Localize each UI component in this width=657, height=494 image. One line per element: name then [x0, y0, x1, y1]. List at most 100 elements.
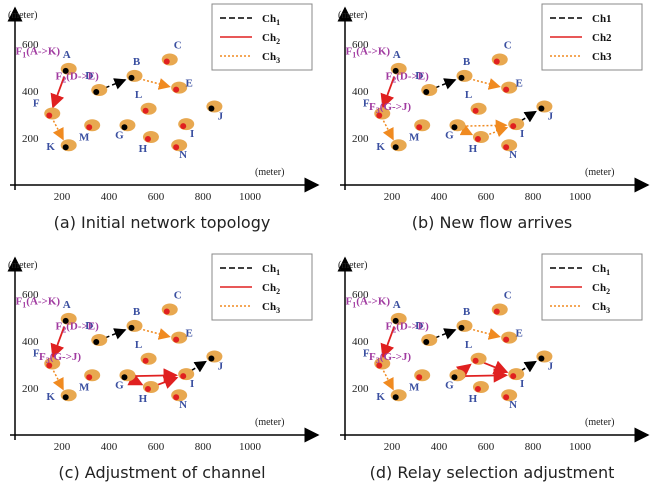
node-label: J — [218, 360, 224, 372]
flow-name: F — [346, 296, 353, 308]
node-range — [456, 69, 473, 82]
node-label: M — [79, 381, 90, 393]
node-dot — [128, 74, 135, 81]
node-label: H — [139, 143, 148, 155]
node-label: L — [465, 89, 472, 101]
node-label: D — [415, 70, 423, 82]
node-dot — [62, 394, 69, 401]
y-tick-label: 400 — [352, 336, 369, 348]
node-label: E — [185, 78, 192, 90]
node-dot — [493, 58, 500, 65]
node-range — [44, 107, 61, 120]
link-arrow — [127, 372, 144, 386]
node-dot — [62, 317, 69, 324]
legend-sub: 1 — [276, 18, 280, 27]
legend-name: Ch — [262, 263, 276, 275]
node-dot — [46, 362, 53, 369]
x-tick-label: 1000 — [239, 191, 262, 203]
node-dot — [474, 136, 481, 142]
flow-name: F — [56, 70, 63, 82]
node-label: I — [520, 128, 524, 140]
x-tick-label: 800 — [525, 191, 542, 203]
node-dot — [474, 386, 481, 392]
node-range — [84, 119, 101, 132]
node-dot — [376, 112, 383, 119]
legend-label: Ch2 — [592, 32, 612, 44]
link-arrow — [469, 327, 501, 340]
node-range — [414, 119, 431, 132]
node-range — [161, 303, 178, 316]
x-tick-label: 800 — [525, 441, 542, 453]
legend-sub: 2 — [606, 287, 610, 296]
legend-label: Ch1 — [592, 263, 610, 277]
node-dot — [180, 123, 187, 130]
node-label: M — [409, 381, 420, 393]
caption: (c) Adjustment of channel — [58, 463, 265, 482]
x-tick-label: 200 — [54, 441, 71, 453]
node-label: B — [133, 306, 141, 318]
flow-sub: 3 — [376, 106, 380, 115]
link-arrow — [103, 328, 127, 340]
legend-name: Ch — [262, 51, 276, 63]
y-tick-label: 400 — [22, 86, 39, 98]
node-dot — [163, 308, 170, 315]
node-label: J — [218, 110, 224, 122]
node-label: G — [445, 129, 454, 141]
node-label: D — [85, 70, 93, 82]
flow-sub: 2 — [392, 325, 396, 334]
x-tick-label: 200 — [54, 191, 71, 203]
node-label: I — [190, 378, 194, 390]
flow-name: F — [369, 101, 376, 113]
legend-sub: 3 — [606, 306, 610, 315]
node-label: D — [85, 320, 93, 332]
link-arrow — [433, 328, 457, 340]
y-unit: (meter) — [8, 260, 37, 271]
node-range — [140, 102, 157, 115]
link-arrow — [103, 78, 127, 90]
y-tick-label: 600 — [22, 39, 39, 51]
legend-name: Ch — [592, 263, 606, 275]
flow-sub: 1 — [352, 51, 356, 60]
node-dot — [423, 339, 430, 345]
node-label: I — [190, 128, 194, 140]
flow-route: (D->E) — [66, 70, 99, 82]
legend-label: Ch3 — [262, 301, 280, 315]
node-label: F — [33, 348, 40, 360]
panel: (meter) (meter) 600 400 200 200 400 600 800 1000 (… — [337, 3, 650, 232]
flow-route: (G->J) — [50, 351, 82, 363]
link-arrow — [132, 368, 179, 383]
node-dot — [392, 317, 399, 324]
node-dot — [416, 124, 423, 131]
node-label: K — [376, 141, 385, 153]
legend-label: Ch3 — [592, 301, 610, 315]
x-unit: (meter) — [585, 417, 614, 428]
node-range — [491, 303, 508, 316]
node-dot — [144, 136, 151, 142]
y-tick-label: 600 — [352, 39, 369, 51]
x-tick-label: 600 — [478, 191, 495, 203]
link-arrow — [459, 124, 474, 136]
legend-name: Ch — [262, 282, 276, 294]
y-unit: (meter) — [8, 10, 37, 21]
flow-label: F2(D->E) — [386, 70, 430, 84]
node-range — [491, 53, 508, 66]
flow-route: (A->K) — [356, 296, 390, 308]
flow-label: F2(D->E) — [56, 70, 100, 84]
flow-sub: 1 — [352, 301, 356, 310]
node-label: H — [469, 393, 478, 405]
flow-route: (D->E) — [396, 70, 429, 82]
legend-sub: 3 — [276, 56, 280, 65]
node-range — [91, 84, 108, 96]
flow-label: F2(D->E) — [386, 320, 430, 334]
node-dot — [142, 107, 149, 114]
node-dot — [173, 86, 180, 93]
flow-name: F — [386, 320, 393, 332]
node-label: A — [63, 299, 71, 311]
node-dot — [163, 58, 170, 65]
node-label: B — [133, 56, 141, 68]
node-label: H — [469, 143, 478, 155]
legend-label: Ch2 — [592, 282, 610, 296]
node-dot — [451, 124, 458, 131]
flow-label: F1(A->K) — [16, 296, 61, 310]
node-label: N — [179, 149, 187, 161]
